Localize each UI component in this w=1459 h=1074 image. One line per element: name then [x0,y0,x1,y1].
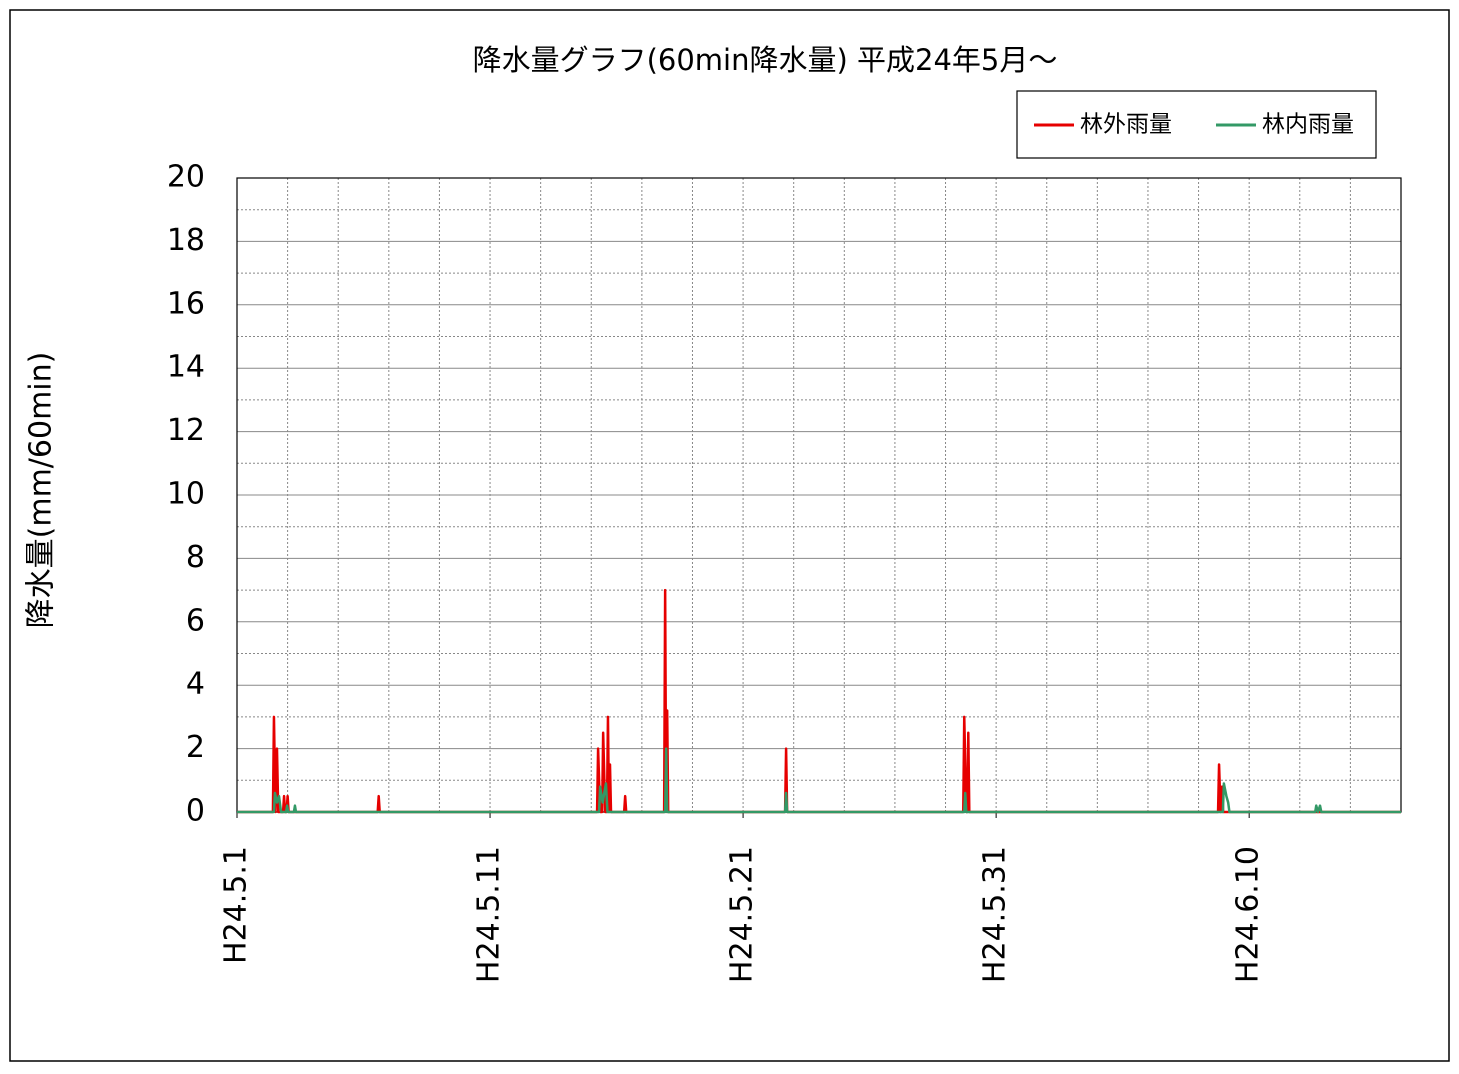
y-tick-label: 12 [167,413,205,448]
chart-title: 降水量グラフ(60min降水量) 平成24年5月～ [473,43,1058,77]
y-axis-label: 降水量(mm/60min) [24,352,59,629]
y-tick-label: 14 [167,350,205,385]
x-tick-label: H24.5.21 [725,846,760,983]
y-tick-label: 18 [167,223,205,258]
legend-box [1016,90,1377,159]
y-tick-label: 8 [186,540,205,575]
y-tick-label: 16 [167,286,205,321]
y-tick-label: 0 [186,794,205,829]
x-tick-label: H24.5.11 [472,846,507,983]
y-tick-label: 4 [186,667,205,702]
x-tick-label: H24.5.31 [978,846,1013,983]
y-tick-label: 20 [167,160,205,195]
series-line [237,747,1401,814]
x-tick-label: H24.6.10 [1231,846,1266,983]
legend-label: 林内雨量 [1262,112,1354,138]
y-tick-label: 10 [167,477,205,512]
y-tick-label: 2 [186,730,205,765]
x-tick-label: H24.5.1 [219,846,254,964]
legend-label: 林外雨量 [1080,112,1172,138]
y-tick-label: 6 [186,603,205,638]
